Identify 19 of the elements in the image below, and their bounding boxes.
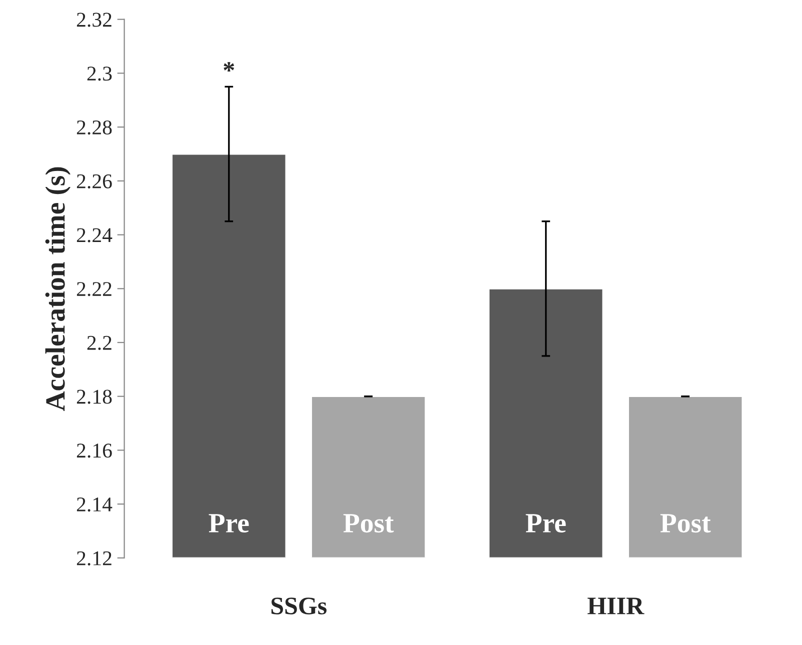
- y-tick-label: 2.18: [76, 390, 112, 404]
- y-tick-label: 2.16: [76, 444, 112, 458]
- annotation: *: [224, 62, 234, 72]
- text: Post: [660, 514, 711, 533]
- series-label: Pre: [208, 514, 249, 533]
- x-tick-label: SSGs: [271, 598, 327, 614]
- y-axis-title: Acceleration time (s): [45, 167, 70, 411]
- y-tick-label: 2.12: [76, 551, 112, 566]
- y-tick-label: 2.24: [76, 228, 112, 242]
- y-tick-label: 2.28: [76, 120, 112, 135]
- y-tick-label: 2.26: [76, 174, 112, 188]
- x-tick-label: HIIR: [588, 598, 644, 614]
- y-tick-label: 2.32: [76, 12, 112, 27]
- y-tick-label: 2.3: [87, 66, 112, 81]
- y-tick-label: 2.14: [76, 498, 112, 512]
- y-tick-label: 2.22: [76, 282, 112, 296]
- y-tick-label: 2.2: [87, 336, 112, 350]
- text: Pre: [526, 514, 566, 533]
- series-label: Post: [343, 514, 394, 533]
